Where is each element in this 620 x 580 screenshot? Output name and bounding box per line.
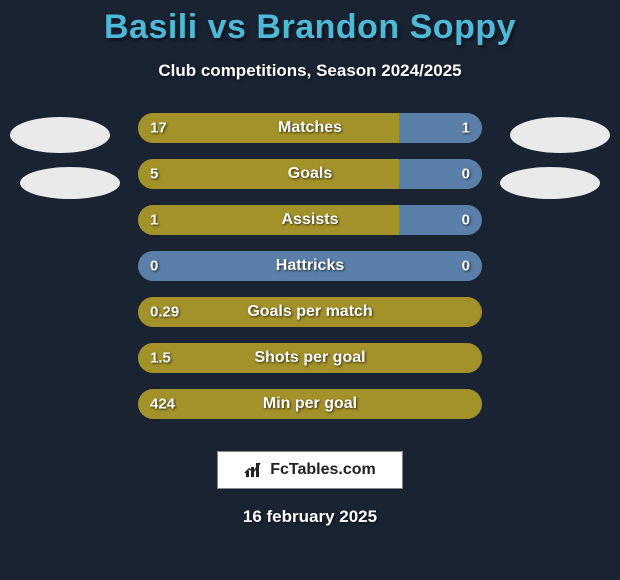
stat-bar: Matches 17 1 xyxy=(138,113,482,143)
bar-value-left: 0 xyxy=(150,258,158,275)
bar-label: Goals xyxy=(288,165,332,183)
bar-label: Goals per match xyxy=(247,303,372,321)
source-logo: FcTables.com xyxy=(217,451,403,489)
stat-bar: Hattricks 0 0 xyxy=(138,251,482,281)
stat-bar: Shots per goal 1.5 xyxy=(138,343,482,373)
bar-label: Hattricks xyxy=(276,257,344,275)
bar-value-left: 5 xyxy=(150,166,158,183)
date-text: 16 february 2025 xyxy=(0,507,620,527)
stats-area: Matches171Goals50Assists10Hattricks00Goa… xyxy=(0,117,620,437)
bar-value-left: 1.5 xyxy=(150,350,171,367)
player-left-avatar-1 xyxy=(10,117,110,153)
player-right-avatar-2 xyxy=(500,167,600,199)
bar-left-segment xyxy=(138,159,399,189)
bar-value-left: 0.29 xyxy=(150,304,179,321)
stat-bar: Goals per match 0.29 xyxy=(138,297,482,327)
page-title: Basili vs Brandon Soppy xyxy=(0,0,620,47)
bar-value-left: 17 xyxy=(150,120,167,137)
bar-label: Assists xyxy=(282,211,339,229)
bar-left-segment xyxy=(138,205,399,235)
stat-bar: Min per goal 424 xyxy=(138,389,482,419)
bar-value-right: 0 xyxy=(462,166,470,183)
bar-value-right: 0 xyxy=(462,258,470,275)
bar-value-left: 424 xyxy=(150,396,175,413)
player-right-avatar-1 xyxy=(510,117,610,153)
stat-bar: Goals 5 0 xyxy=(138,159,482,189)
bar-value-right: 1 xyxy=(462,120,470,137)
bar-value-right: 0 xyxy=(462,212,470,229)
subtitle: Club competitions, Season 2024/2025 xyxy=(0,61,620,81)
bar-left-segment xyxy=(138,113,399,143)
bar-label: Min per goal xyxy=(263,395,357,413)
bar-label: Shots per goal xyxy=(254,349,365,367)
logo-text: FcTables.com xyxy=(270,461,376,479)
player-left-avatar-2 xyxy=(20,167,120,199)
chart-icon xyxy=(244,461,264,479)
stat-bar: Assists 1 0 xyxy=(138,205,482,235)
bar-value-left: 1 xyxy=(150,212,158,229)
bar-label: Matches xyxy=(278,119,342,137)
comparison-bars: Matches171Goals50Assists10Hattricks00Goa… xyxy=(138,113,482,435)
